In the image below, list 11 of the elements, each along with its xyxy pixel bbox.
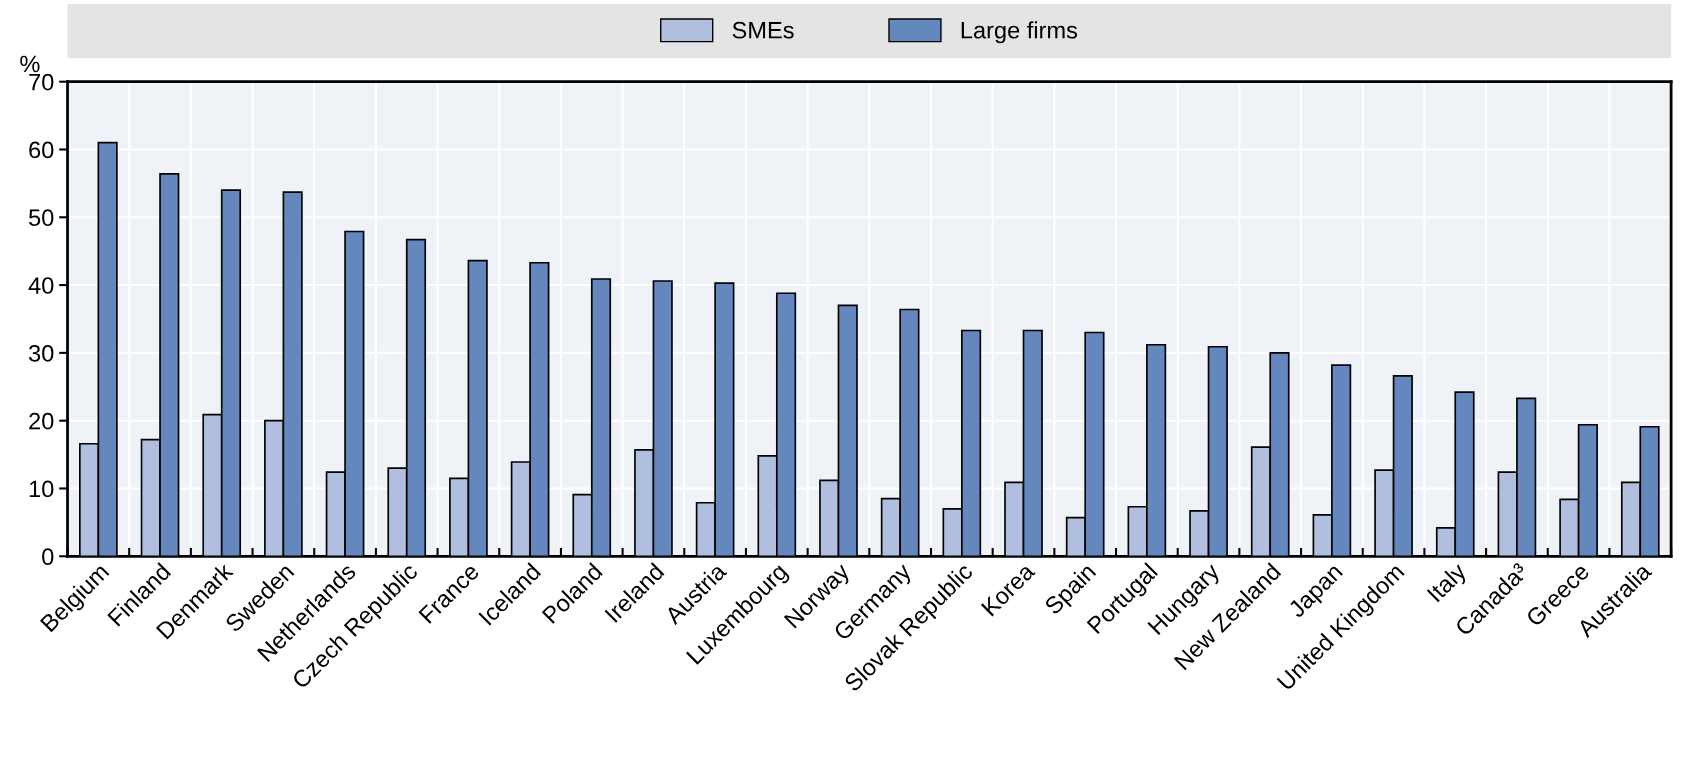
y-tick-label: 40 bbox=[28, 277, 54, 294]
y-tick-label: 60 bbox=[29, 141, 54, 159]
y-tick-label: 10 bbox=[29, 480, 54, 498]
y-tick-label: 0 bbox=[42, 548, 54, 566]
legend-label: SMEs bbox=[732, 21, 794, 39]
y-axis-title: % bbox=[20, 55, 40, 73]
y-tick-label: 20 bbox=[29, 412, 54, 430]
y-tick-label: 50 bbox=[29, 209, 54, 227]
legend-label: Large firms bbox=[961, 21, 1078, 44]
y-tick-label: 30 bbox=[28, 344, 54, 362]
y-tick-label: 70 bbox=[29, 73, 54, 91]
